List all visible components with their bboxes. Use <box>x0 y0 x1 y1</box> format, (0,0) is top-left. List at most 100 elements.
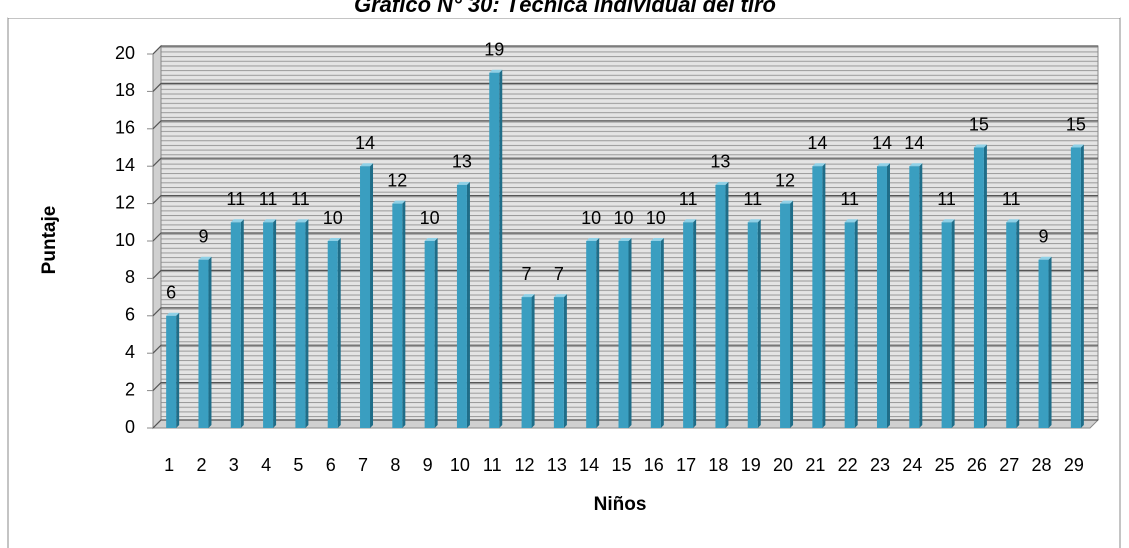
data-label: 13 <box>710 152 730 172</box>
bar <box>295 222 306 428</box>
data-label: 10 <box>420 208 440 228</box>
x-tick-label: 18 <box>708 455 728 475</box>
grid-line <box>152 195 1098 205</box>
bar-side <box>757 219 761 428</box>
bar <box>489 72 500 428</box>
bar <box>230 222 241 428</box>
bar-top <box>812 163 826 167</box>
data-label: 12 <box>387 170 407 190</box>
x-axis-label: Niños <box>594 494 647 515</box>
bar <box>812 166 823 428</box>
bar-top <box>327 238 341 241</box>
x-tick-label: 8 <box>390 455 400 475</box>
bar-top <box>521 294 535 298</box>
bar <box>360 166 371 428</box>
bar-top <box>263 219 277 223</box>
data-label: 15 <box>1066 114 1086 134</box>
data-label: 9 <box>198 226 208 246</box>
bar-top <box>295 219 309 223</box>
bar-side <box>402 200 406 428</box>
bar-side <box>337 238 341 428</box>
x-tick-label: 10 <box>450 455 470 475</box>
bar-side <box>660 238 664 428</box>
x-tick-label: 29 <box>1064 455 1084 475</box>
data-label: 11 <box>259 189 278 209</box>
x-tick-label: 12 <box>515 455 535 475</box>
bar-top <box>230 219 244 223</box>
bar-top <box>941 219 955 223</box>
bar-top <box>456 181 470 185</box>
bar-top <box>844 219 858 223</box>
bar-side <box>273 219 277 428</box>
bar-top <box>618 238 632 241</box>
bar <box>876 166 887 428</box>
bar <box>327 241 338 428</box>
bar-side <box>725 181 729 428</box>
x-tick-label: 4 <box>261 455 271 475</box>
data-label: 19 <box>484 39 504 59</box>
data-label: 7 <box>522 264 532 284</box>
x-tick-label: 22 <box>838 455 858 475</box>
grid-line <box>152 82 1098 92</box>
bar <box>1006 222 1017 428</box>
x-tick-label: 15 <box>611 455 631 475</box>
bar-top <box>198 256 212 260</box>
bar <box>844 222 855 428</box>
bar-side <box>370 163 374 428</box>
x-tick-label: 28 <box>1032 455 1052 475</box>
bar-side <box>466 181 470 428</box>
x-tick-label: 16 <box>644 455 664 475</box>
bar <box>941 222 952 428</box>
bar-side <box>1016 219 1020 428</box>
bar <box>456 184 467 428</box>
data-label: 12 <box>775 170 795 190</box>
bar-side <box>499 69 503 428</box>
bar-top <box>780 200 794 204</box>
x-tick-label: 25 <box>935 455 955 475</box>
chart-title: Gráfico N° 30: Técnica individual del ti… <box>354 0 776 17</box>
data-label: 10 <box>613 208 633 228</box>
x-tick-label: 14 <box>579 455 599 475</box>
x-tick-label: 11 <box>483 455 502 475</box>
x-tick-label: 5 <box>293 455 303 475</box>
bar-side <box>790 200 794 428</box>
grid-line <box>152 45 1098 55</box>
data-label: 9 <box>1039 226 1049 246</box>
bar <box>909 166 920 428</box>
data-label: 14 <box>904 133 924 153</box>
x-tick-label: 27 <box>999 455 1019 475</box>
x-tick-label: 9 <box>423 455 433 475</box>
bar-side <box>596 238 600 428</box>
bar <box>683 222 694 428</box>
data-label: 11 <box>679 189 698 209</box>
bar-side <box>854 219 858 428</box>
x-tick-label: 19 <box>741 455 761 475</box>
x-tick-label: 20 <box>773 455 793 475</box>
bar-side <box>1080 144 1084 428</box>
data-label: 11 <box>291 189 310 209</box>
bar-side <box>951 219 955 428</box>
bar <box>263 222 274 428</box>
x-tick-label: 3 <box>229 455 239 475</box>
y-tick-label: 18 <box>115 80 135 100</box>
bar-side <box>176 312 180 428</box>
bar-top <box>360 163 374 167</box>
bar-top <box>586 238 600 241</box>
x-tick-label: 7 <box>358 455 368 475</box>
y-tick-label: 0 <box>125 417 135 437</box>
grid-line <box>152 120 1098 130</box>
bar-side <box>240 219 244 428</box>
bar <box>747 222 758 428</box>
bar <box>553 297 564 428</box>
x-tick-label: 1 <box>164 455 174 475</box>
y-tick-label: 16 <box>115 118 135 138</box>
bar <box>198 259 209 428</box>
data-label: 10 <box>581 208 601 228</box>
data-label: 7 <box>554 264 564 284</box>
bar <box>586 241 597 428</box>
bar-side <box>886 163 890 428</box>
data-label: 15 <box>969 114 989 134</box>
grid-line <box>152 157 1098 167</box>
bar <box>650 241 661 428</box>
